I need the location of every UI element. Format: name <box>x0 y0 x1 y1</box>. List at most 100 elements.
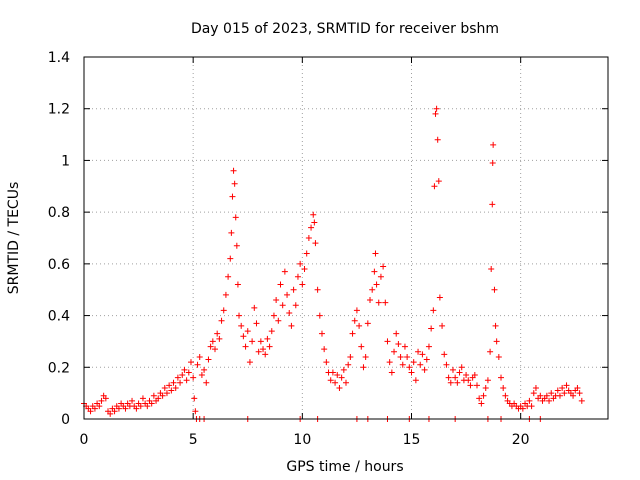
data-point <box>308 224 315 231</box>
data-point <box>111 408 118 415</box>
data-point <box>399 361 406 368</box>
data-point <box>290 286 297 293</box>
data-point <box>447 379 454 386</box>
data-point <box>288 322 295 329</box>
data-point <box>209 338 216 345</box>
data-point <box>375 299 382 306</box>
data-point <box>102 395 109 402</box>
data-point <box>408 369 415 376</box>
data-point <box>528 403 535 410</box>
data-point <box>148 400 155 407</box>
data-point <box>332 379 339 386</box>
y-tick-label: 0 <box>61 412 70 428</box>
data-point <box>578 397 585 404</box>
data-point <box>356 322 363 329</box>
data-point <box>133 405 140 412</box>
data-point <box>367 297 374 304</box>
data-point <box>312 240 319 247</box>
data-point <box>386 359 393 366</box>
data-point <box>225 273 232 280</box>
data-point <box>415 348 422 355</box>
data-point <box>242 343 249 350</box>
data-point <box>430 307 437 314</box>
data-point <box>264 335 271 342</box>
data-point <box>471 372 478 379</box>
data-point <box>377 273 384 280</box>
data-point <box>395 341 402 348</box>
data-point <box>281 268 288 275</box>
data-point <box>334 372 341 379</box>
data-point <box>417 361 424 368</box>
grid-lines <box>84 57 608 419</box>
data-point <box>279 302 286 309</box>
data-point <box>87 408 94 415</box>
axis-ticks: 0 0.2 0.4 0.6 0.8 1 1.2 1.4 0 5 10 15 20 <box>48 50 608 448</box>
data-point <box>218 317 225 324</box>
data-point <box>275 317 282 324</box>
data-point <box>478 400 485 407</box>
data-point <box>179 372 186 379</box>
data-point <box>266 343 273 350</box>
data-point <box>214 330 221 337</box>
data-point <box>404 353 411 360</box>
data-point <box>436 294 443 301</box>
x-tick-label: 20 <box>512 432 530 448</box>
x-tick-label: 5 <box>189 432 198 448</box>
data-point <box>230 167 237 174</box>
data-point <box>183 377 190 384</box>
data-point <box>476 395 483 402</box>
data-point <box>191 395 198 402</box>
data-point <box>260 346 267 353</box>
data-point <box>489 201 496 208</box>
data-point <box>305 235 312 241</box>
data-point <box>388 369 395 376</box>
data-point <box>372 250 379 257</box>
data-point <box>548 390 555 397</box>
data-point <box>174 374 181 381</box>
data-point <box>207 343 214 350</box>
data-point <box>576 390 583 397</box>
data-point <box>316 312 323 319</box>
data-point <box>449 366 456 373</box>
y-tick-label: 0.2 <box>48 360 70 376</box>
data-point <box>155 395 162 402</box>
data-point <box>559 384 566 391</box>
data-point <box>196 353 203 360</box>
data-point <box>362 353 369 360</box>
data-point <box>428 325 435 332</box>
data-point <box>421 366 428 373</box>
data-point <box>482 384 489 391</box>
data-point <box>474 382 480 389</box>
data-point <box>301 266 308 273</box>
data-point <box>347 353 354 360</box>
data-point <box>177 379 184 386</box>
data-point <box>340 366 347 373</box>
data-point <box>358 343 365 350</box>
data-point <box>519 405 526 412</box>
data-point <box>249 338 256 345</box>
data-point <box>480 392 487 399</box>
data-point <box>98 397 105 404</box>
data-point <box>443 361 450 368</box>
data-point <box>465 377 472 384</box>
data-point <box>107 410 114 417</box>
data-point <box>338 374 345 381</box>
data-point <box>467 382 474 389</box>
data-point <box>463 372 470 379</box>
data-point <box>227 255 234 262</box>
data-point <box>255 348 262 355</box>
data-point <box>170 379 177 386</box>
data-point <box>530 390 537 397</box>
data-point <box>546 397 553 404</box>
data-point <box>168 387 175 394</box>
data-point <box>246 359 253 366</box>
data-point <box>161 384 168 391</box>
data-point <box>384 338 391 345</box>
data-point <box>484 377 491 384</box>
data-point <box>406 364 413 371</box>
data-point <box>445 374 452 381</box>
data-point <box>311 219 318 226</box>
data-point <box>369 286 376 293</box>
x-tick-label: 0 <box>80 432 89 448</box>
